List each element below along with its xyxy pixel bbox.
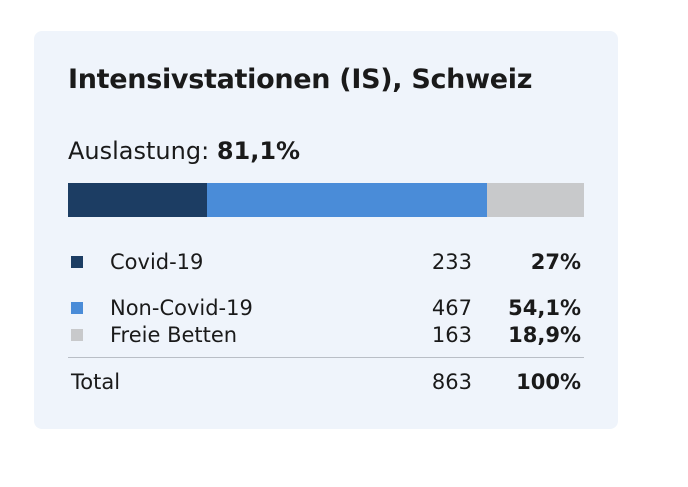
- stacked-bar: [68, 183, 584, 217]
- total-divider: [68, 357, 584, 358]
- row-count-covid: 233: [431, 250, 472, 274]
- bar-segment-free-beds: [486, 183, 584, 217]
- legend-row-free-beds: Freie Betten 163 18,9%: [68, 320, 584, 350]
- row-label-non-covid: Non-Covid-19: [110, 296, 253, 320]
- bar-segment-covid: [68, 183, 208, 217]
- non-covid-swatch: [71, 302, 83, 314]
- total-count: 863: [431, 370, 472, 394]
- total-row: Total 863 100%: [68, 367, 584, 397]
- total-percent: 100%: [516, 370, 581, 394]
- row-percent-free-beds: 18,9%: [508, 323, 581, 347]
- total-label: Total: [71, 370, 121, 394]
- free-beds-swatch: [71, 329, 83, 341]
- covid-swatch: [71, 256, 83, 268]
- card-title: Intensivstationen (IS), Schweiz: [68, 64, 533, 95]
- row-percent-non-covid: 54,1%: [508, 296, 581, 320]
- bar-segment-non-covid: [207, 183, 487, 217]
- utilization-value: 81,1%: [216, 137, 301, 165]
- row-label-free-beds: Freie Betten: [110, 323, 238, 347]
- row-count-free-beds: 163: [431, 323, 472, 347]
- row-label-covid: Covid-19: [110, 250, 204, 274]
- row-percent-covid: 27%: [530, 250, 581, 274]
- row-count-non-covid: 467: [431, 296, 472, 320]
- utilization-line: Auslastung: 81,1%: [68, 137, 300, 165]
- utilization-label: Auslastung:: [68, 137, 210, 165]
- icu-summary-card: Intensivstationen (IS), Schweiz Auslastu…: [34, 31, 618, 429]
- legend-row-covid: Covid-19 233 27%: [68, 247, 584, 277]
- legend-row-non-covid: Non-Covid-19 467 54,1%: [68, 293, 584, 323]
